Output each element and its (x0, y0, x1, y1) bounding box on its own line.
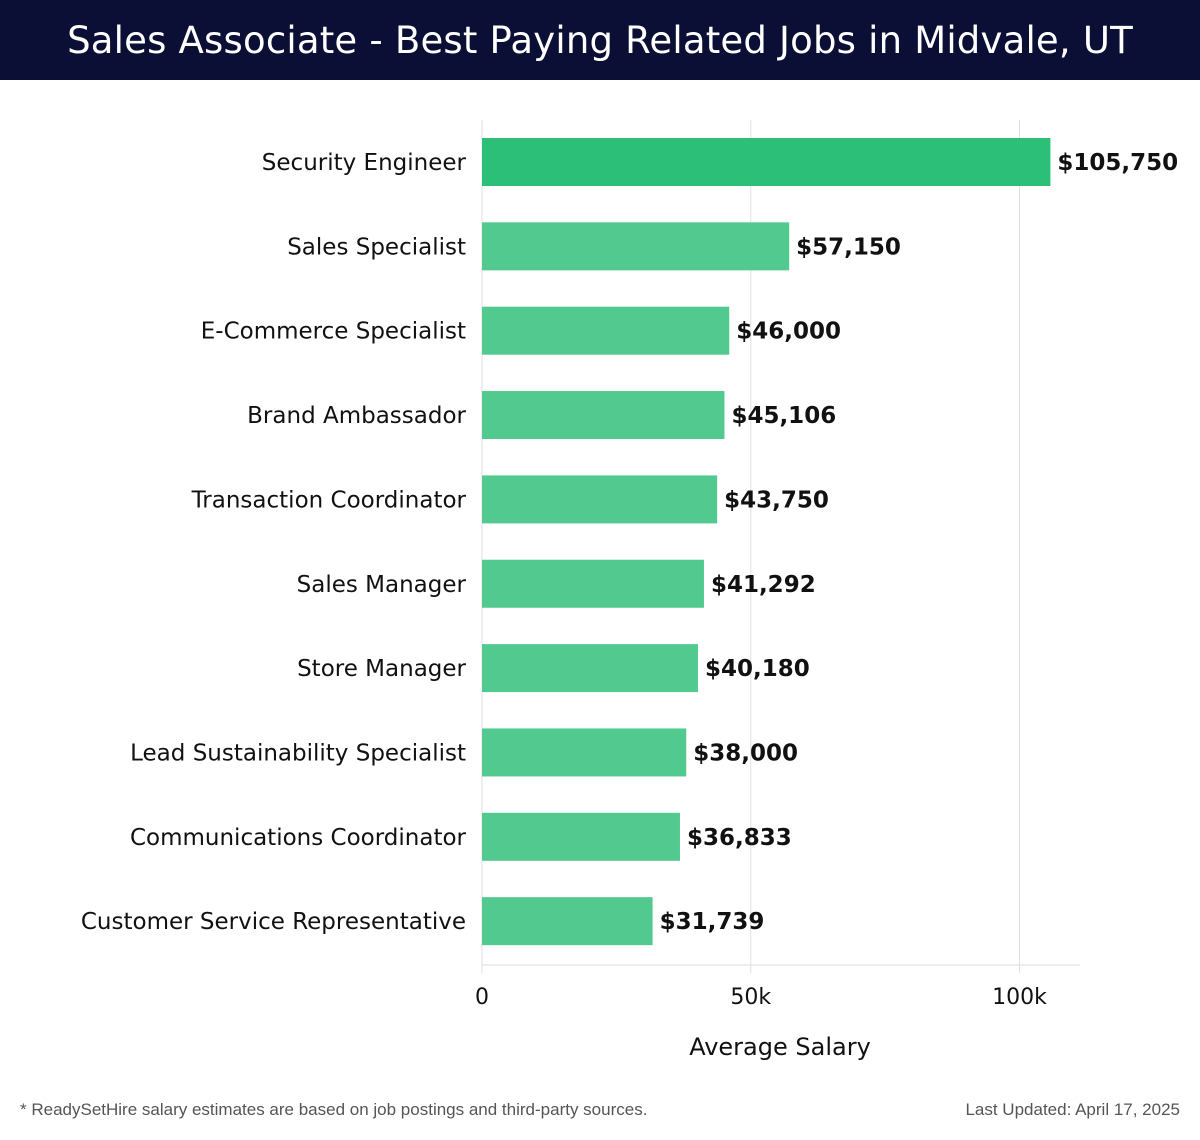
x-tick-label: 0 (475, 985, 489, 1010)
bar (482, 728, 687, 777)
value-label: $38,000 (693, 740, 798, 766)
x-axis-title: Average Salary (689, 1033, 871, 1061)
x-tick-label: 100k (992, 985, 1047, 1010)
chart-title: Sales Associate - Best Paying Related Jo… (67, 18, 1133, 62)
value-label: $43,750 (724, 487, 829, 513)
category-label: Store Manager (297, 656, 466, 682)
bar (482, 559, 704, 608)
category-label: Sales Manager (297, 572, 467, 598)
last-updated: Last Updated: April 17, 2025 (965, 1100, 1180, 1119)
bar (482, 644, 698, 693)
category-label: E-Commerce Specialist (201, 319, 466, 345)
chart-header: Sales Associate - Best Paying Related Jo… (0, 0, 1200, 80)
labels: 0 50k 100k Security Engineer $105,750 Sales S… (81, 150, 1178, 1010)
value-label: $36,833 (687, 825, 792, 851)
category-label: Lead Sustainability Specialist (130, 740, 466, 766)
value-label: $45,106 (731, 403, 836, 429)
value-label: $41,292 (711, 572, 816, 598)
bar (482, 306, 730, 355)
bars (482, 138, 1051, 946)
category-label: Security Engineer (262, 150, 467, 176)
value-label: $105,750 (1057, 150, 1178, 176)
bar (482, 897, 653, 946)
salary-bar-chart: 0 50k 100k Security Engineer $105,750 Sales S… (81, 120, 1178, 1061)
bar (482, 475, 718, 524)
footer-note: * ReadySetHire salary estimates are base… (20, 1100, 648, 1119)
category-label: Transaction Coordinator (191, 487, 467, 513)
bar (482, 138, 1051, 186)
bar (482, 812, 680, 861)
category-label: Brand Ambassador (247, 403, 466, 429)
bar (482, 391, 725, 440)
value-label: $57,150 (796, 234, 901, 260)
value-label: $31,739 (660, 909, 765, 935)
value-label: $46,000 (736, 319, 841, 345)
value-label: $40,180 (705, 656, 810, 682)
x-tick-label: 50k (730, 985, 771, 1010)
category-label: Communications Coordinator (130, 825, 467, 851)
category-label: Sales Specialist (287, 234, 466, 260)
bar (482, 222, 790, 271)
category-label: Customer Service Representative (81, 909, 466, 935)
